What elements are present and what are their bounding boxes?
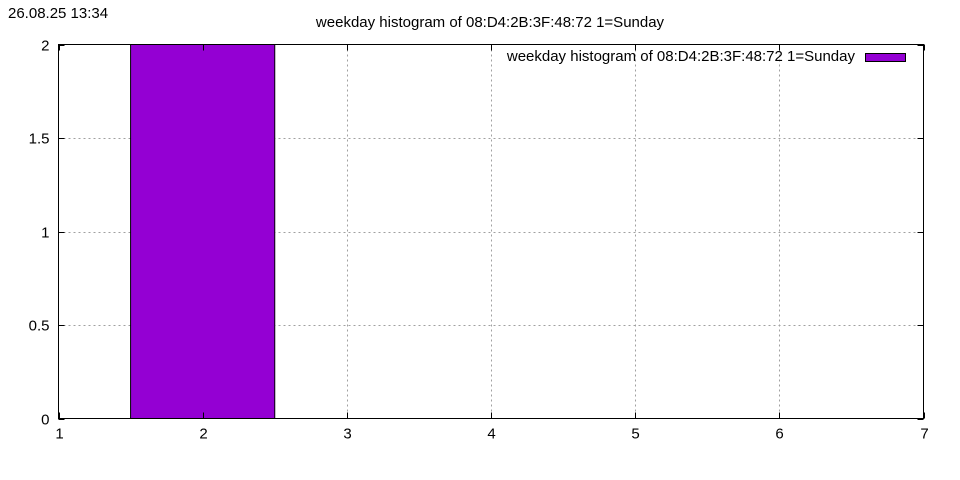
x-tick-label: 5 xyxy=(631,426,639,443)
timestamp-label: 26.08.25 13:34 xyxy=(8,5,108,22)
x-tick-label: 3 xyxy=(343,426,351,443)
legend: weekday histogram of 08:D4:2B:3F:48:72 1… xyxy=(506,48,906,65)
bars xyxy=(130,44,276,419)
y-tick-label: 0 xyxy=(41,412,49,429)
x-tick-label: 4 xyxy=(487,426,495,443)
axis-ticks: 1 2 3 4 5 6 7 0 0.5 1 1.5 2 xyxy=(29,38,929,443)
histogram-bar xyxy=(130,44,276,419)
chart-title: weekday histogram of 08:D4:2B:3F:48:72 1… xyxy=(315,14,665,31)
legend-label: weekday histogram of 08:D4:2B:3F:48:72 1… xyxy=(506,48,856,65)
x-tick-label: 1 xyxy=(55,426,63,443)
x-tick-label: 7 xyxy=(920,426,928,443)
grid-lines xyxy=(58,44,924,419)
x-tick-label: 6 xyxy=(775,426,783,443)
y-tick-label: 0.5 xyxy=(29,318,50,335)
y-tick-label: 1.5 xyxy=(29,131,50,148)
legend-swatch xyxy=(865,53,906,62)
y-tick-label: 1 xyxy=(41,225,49,242)
y-tick-label: 2 xyxy=(41,38,49,55)
x-tick-label: 2 xyxy=(199,426,207,443)
